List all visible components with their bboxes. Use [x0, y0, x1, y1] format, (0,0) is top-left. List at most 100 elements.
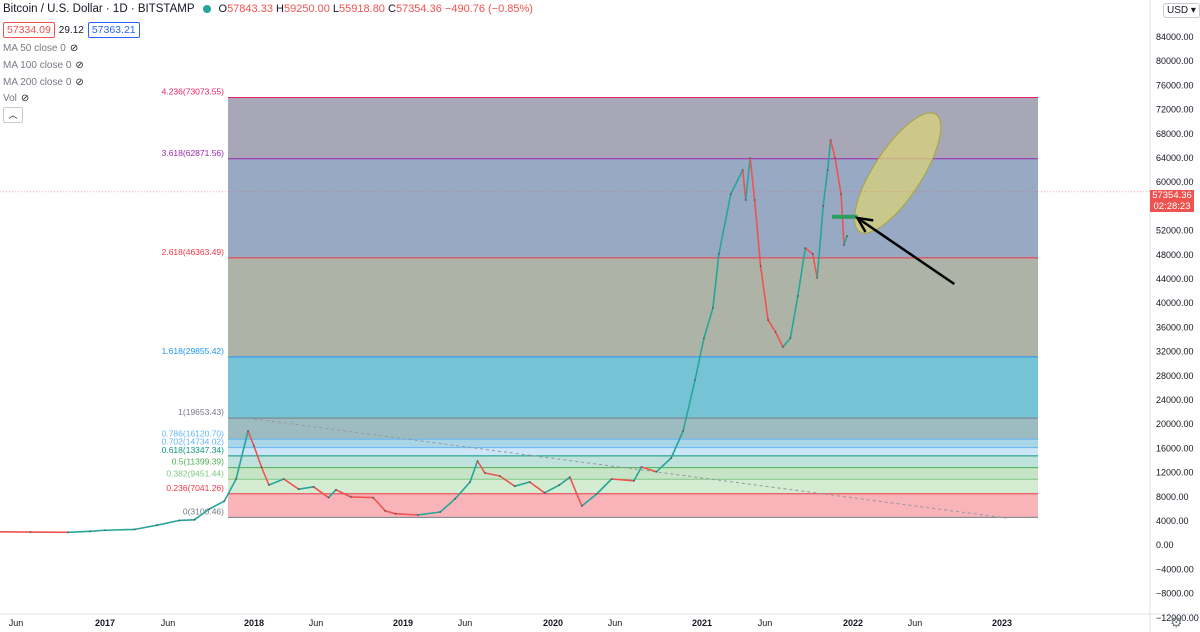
fib-level-label: 2.618(46363.49)	[162, 247, 225, 257]
close-value: 57354.36	[395, 3, 442, 15]
price-segment	[350, 496, 374, 499]
x-tick-label: 2021	[692, 618, 712, 628]
fib-level-label: 0.786(16120.70)	[162, 428, 225, 438]
y-tick-label: −12000.00	[1156, 613, 1199, 623]
price-segment	[529, 481, 546, 494]
price-segment	[826, 139, 832, 171]
y-tick-label: 76000.00	[1156, 80, 1194, 90]
x-tick-label: Jun	[161, 618, 176, 628]
close-label: C	[388, 3, 396, 15]
price-segment	[569, 476, 583, 507]
price-segment	[611, 478, 635, 482]
gear-icon[interactable]: ⚙	[1170, 614, 1183, 630]
collapse-legend-button[interactable]: ︿	[3, 107, 23, 123]
y-tick-label: 28000.00	[1156, 371, 1194, 381]
price-segment	[782, 337, 792, 348]
sell-price-button[interactable]: 57334.09	[3, 22, 55, 38]
y-tick-label: 16000.00	[1156, 443, 1194, 453]
price-point	[744, 199, 747, 201]
eye-hidden-icon[interactable]: ⊘	[20, 93, 30, 104]
y-tick-label: 60000.00	[1156, 177, 1194, 187]
x-tick-label: 2020	[543, 618, 563, 628]
price-point	[327, 496, 330, 499]
eye-hidden-icon[interactable]: ⊘	[75, 60, 84, 71]
price-segment	[834, 157, 842, 195]
x-tick-label: 2018	[244, 618, 264, 628]
price-point	[816, 277, 819, 279]
price-segment	[741, 169, 747, 201]
price-segment	[712, 253, 720, 309]
price-segment	[514, 481, 530, 487]
price-segment	[581, 493, 598, 507]
price-point	[454, 497, 457, 500]
price-point	[260, 466, 263, 468]
y-tick-label: 48000.00	[1156, 250, 1194, 260]
open-label: O	[218, 3, 228, 15]
price-segment	[335, 489, 352, 498]
fib-band	[228, 493, 1038, 518]
price-point	[729, 193, 732, 195]
price-point	[782, 346, 784, 348]
price-segment	[633, 466, 643, 482]
x-tick-label: Jun	[758, 618, 773, 628]
buy-price-button[interactable]: 57363.21	[87, 22, 140, 38]
symbol-header: Bitcoin / U.S. Dollar · 1D · BITSTAMP O 5…	[3, 3, 533, 15]
price-segment	[104, 528, 135, 532]
price-point	[826, 169, 829, 171]
y-tick-label: 12000.00	[1156, 468, 1194, 478]
price-point	[749, 157, 752, 159]
fib-level-label: 1(19653.43)	[178, 407, 224, 417]
price-point	[469, 481, 471, 483]
price-point	[741, 169, 744, 171]
price-segment	[744, 157, 751, 201]
fib-level-label: 1.618(29855.42)	[162, 346, 225, 356]
y-tick-label: 84000.00	[1156, 32, 1194, 42]
bar-countdown: 02:28:23	[1153, 201, 1191, 212]
y-tick-label: 52000.00	[1156, 226, 1194, 236]
price-segment	[247, 430, 255, 447]
price-segment	[759, 265, 769, 321]
price-point	[349, 496, 352, 498]
price-segment	[558, 476, 571, 486]
x-tick-label: 2023	[992, 618, 1012, 628]
price-point	[133, 528, 136, 531]
y-tick-label: 80000.00	[1156, 56, 1194, 66]
y-tick-label: 4000.00	[1156, 516, 1189, 526]
fib-level-label: 0.702(14734.02)	[162, 437, 225, 447]
price-point	[543, 491, 546, 494]
price-segment	[694, 337, 705, 381]
indicator-ma200[interactable]: MA 200 close 0 ⊘	[3, 77, 84, 88]
price-segment	[753, 199, 762, 267]
price-point	[498, 475, 501, 477]
price-segment	[208, 500, 225, 510]
price-segment	[730, 169, 744, 195]
x-tick-label: Jun	[309, 618, 324, 628]
price-point	[208, 508, 211, 510]
x-tick-label: Jun	[458, 618, 473, 628]
eye-hidden-icon[interactable]: ⊘	[69, 43, 79, 54]
x-tick-label: Jun	[908, 618, 923, 628]
price-segment	[804, 247, 814, 255]
indicator-ma100[interactable]: MA 100 close 0 ⊘	[3, 60, 84, 71]
price-point	[104, 529, 106, 532]
price-point	[268, 484, 270, 486]
price-point	[712, 307, 714, 309]
currency-selector[interactable]: USD ▾	[1163, 3, 1200, 18]
price-segment	[193, 508, 210, 521]
price-segment	[156, 519, 180, 526]
fib-band	[228, 447, 1038, 456]
y-tick-label: −8000.00	[1156, 589, 1194, 599]
indicator-ma50[interactable]: MA 50 close 0 ⊘	[3, 43, 78, 54]
high-value: 59250.00	[283, 3, 330, 15]
price-segment	[811, 253, 819, 279]
spread-value: 29.12	[58, 24, 84, 36]
indicator-volume[interactable]: Vol ⊘	[3, 93, 29, 104]
symbol-title[interactable]: Bitcoin / U.S. Dollar · 1D · BITSTAMP	[3, 3, 195, 15]
y-tick-label: 72000.00	[1156, 105, 1194, 115]
indicator-label: Vol	[3, 93, 17, 104]
fib-band	[228, 356, 1038, 419]
eye-hidden-icon[interactable]: ⊘	[75, 77, 84, 88]
arrow-head	[855, 216, 874, 233]
price-segment	[469, 460, 479, 483]
